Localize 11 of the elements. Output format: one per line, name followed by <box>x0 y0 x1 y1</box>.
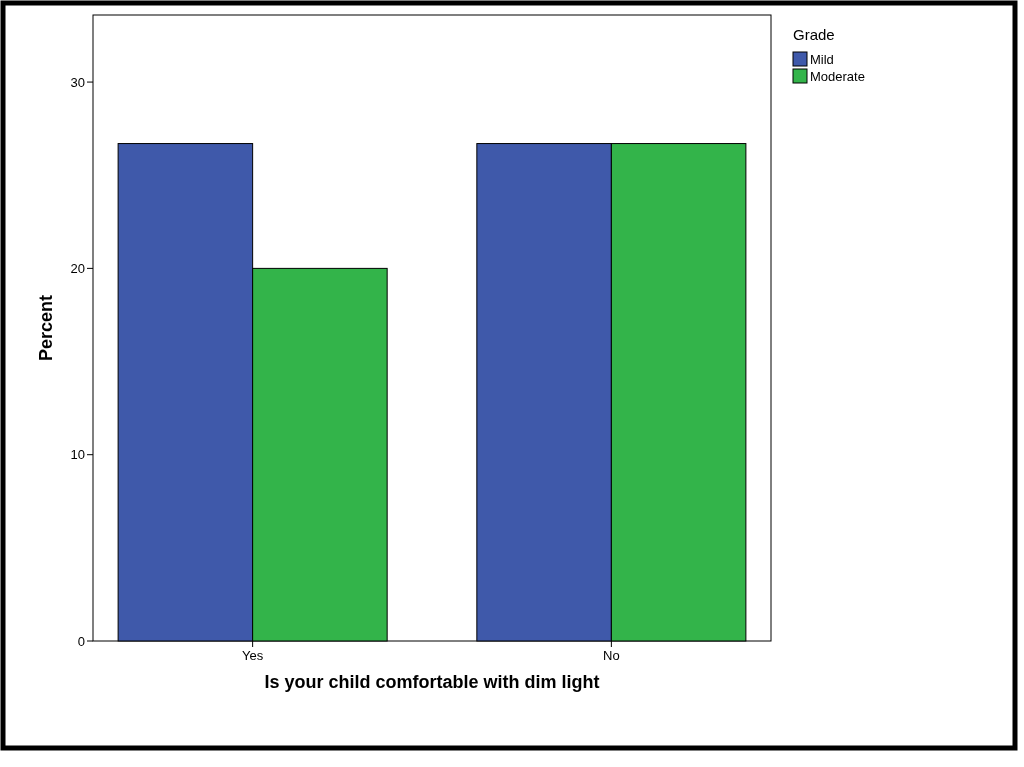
x-tick-label: No <box>603 648 620 663</box>
y-tick-label: 0 <box>77 633 85 649</box>
x-tick-label: Yes <box>242 648 264 663</box>
y-axis-title: Percent <box>36 294 56 362</box>
y-tick-label: 10 <box>70 447 85 463</box>
y-tick-label: 30 <box>70 74 85 90</box>
legend-label: Moderate <box>810 68 865 84</box>
x-axis-title: Is your child comfortable with dim light <box>264 672 600 692</box>
y-tick-label: 20 <box>70 260 85 276</box>
legend-label: Mild <box>810 51 834 67</box>
legend-title: Grade <box>793 26 835 43</box>
